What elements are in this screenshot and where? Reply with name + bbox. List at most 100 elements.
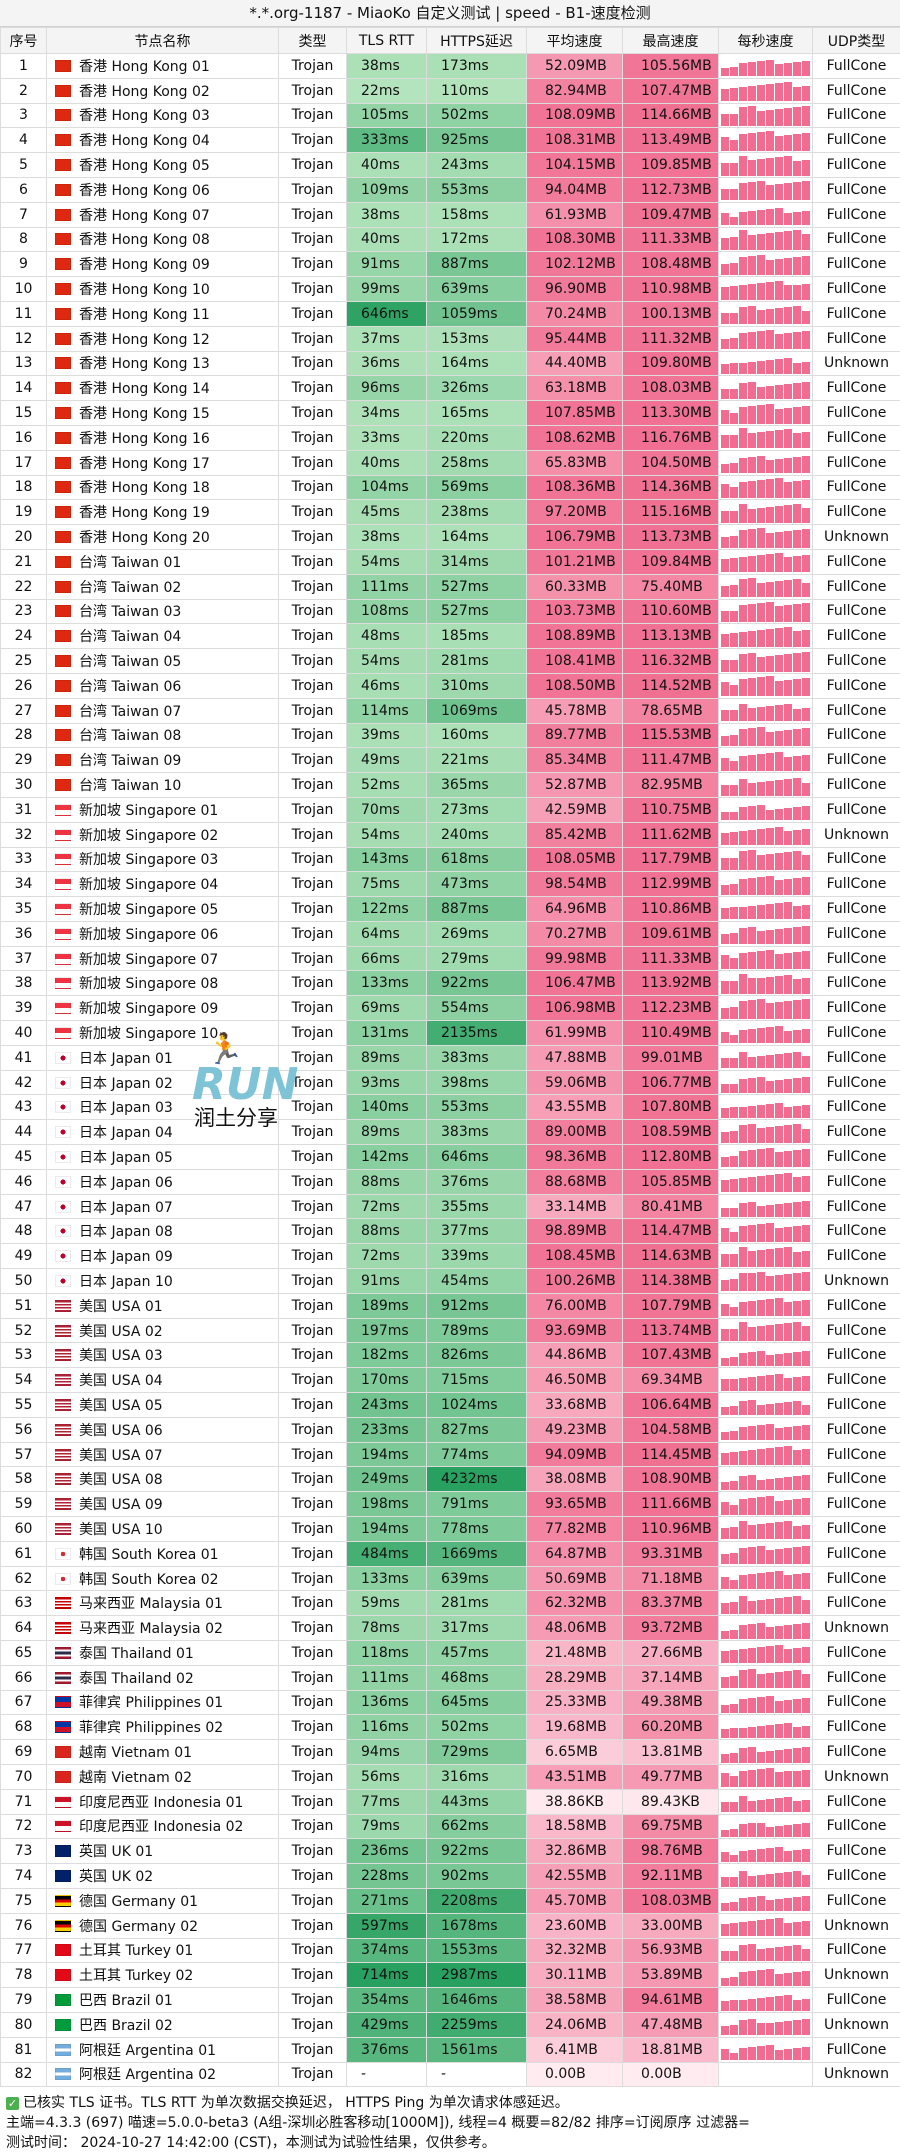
udp-type: FullCone (812, 722, 900, 749)
speed-bar (748, 332, 756, 350)
table-row[interactable]: 4 香港 Hong Kong 04 Trojan 333ms 925ms 108.31MB… (0, 127, 900, 154)
table-row[interactable]: 74 英国 UK 02 Trojan 228ms 902ms 42.55MB 92.11MB… (0, 1863, 900, 1889)
col-header-avg-speed[interactable]: 平均速度 (526, 27, 623, 54)
table-row[interactable]: 42 日本 Japan 02 Trojan 93ms 398ms 59.06MB 106.7… (0, 1069, 900, 1096)
table-row[interactable]: 66 泰国 Thailand 02 Trojan 111ms 468ms 28.29MB 3… (0, 1664, 900, 1691)
table-row[interactable]: 46 日本 Japan 06 Trojan 88ms 376ms 88.68MB 105.8… (0, 1168, 900, 1195)
col-header-https-delay[interactable]: HTTPS延迟 (426, 27, 527, 54)
col-header-per-second-speed[interactable]: 每秒速度 (718, 27, 813, 54)
table-row[interactable]: 13 香港 Hong Kong 13 Trojan 36ms 164ms 44.40MB 1… (0, 350, 900, 377)
table-row[interactable]: 32 新加坡 Singapore 02 Trojan 54ms 240ms 85.42MB… (0, 821, 900, 848)
table-row[interactable]: 16 香港 Hong Kong 16 Trojan 33ms 220ms 108.62MB… (0, 424, 900, 451)
col-header-node-name[interactable]: 节点名称 (46, 27, 279, 54)
table-row[interactable]: 14 香港 Hong Kong 14 Trojan 96ms 326ms 63.18MB 1… (0, 375, 900, 402)
table-row[interactable]: 2 香港 Hong Kong 02 Trojan 22ms 110ms 82.94MB 10… (0, 77, 900, 104)
table-row[interactable]: 19 香港 Hong Kong 19 Trojan 45ms 238ms 97.20MB 1… (0, 499, 900, 526)
table-row[interactable]: 29 台湾 Taiwan 09 Trojan 49ms 221ms 85.34MB 111.… (0, 747, 900, 774)
speed-bar (802, 1326, 810, 1342)
table-row[interactable]: 57 美国 USA 07 Trojan 194ms 774ms 94.09MB 114.45… (0, 1441, 900, 1468)
table-row[interactable]: 41 日本 Japan 01 Trojan 89ms 383ms 47.88MB 99.01… (0, 1044, 900, 1071)
table-row[interactable]: 34 新加坡 Singapore 04 Trojan 75ms 473ms 98.54MB… (0, 871, 900, 898)
table-row[interactable]: 76 德国 Germany 02 Trojan 597ms 1678ms 23.60MB 3… (0, 1912, 900, 1939)
table-row[interactable]: 8 香港 Hong Kong 08 Trojan 40ms 172ms 108.30MB 1… (0, 226, 900, 253)
table-row[interactable]: 5 香港 Hong Kong 05 Trojan 40ms 243ms 104.15MB 1… (0, 152, 900, 178)
table-row[interactable]: 72 印度尼西亚 Indonesia 02 Trojan 79ms 662ms 18.58… (0, 1813, 900, 1840)
table-row[interactable]: 70 越南 Vietnam 02 Trojan 56ms 316ms 43.51MB 49.… (0, 1763, 900, 1790)
table-row[interactable]: 63 马来西亚 Malaysia 01 Trojan 59ms 281ms 62.32MB… (0, 1590, 900, 1617)
speed-bar (748, 1897, 756, 1912)
table-row[interactable]: 10 香港 Hong Kong 10 Trojan 99ms 639ms 96.90MB 1… (0, 276, 900, 302)
table-row[interactable]: 78 土耳其 Turkey 02 Trojan 714ms 2987ms 30.11MB 5… (0, 1962, 900, 1989)
table-row[interactable]: 61 韩国 South Korea 01 Trojan 484ms 1669ms 64.8… (0, 1540, 900, 1567)
table-row[interactable]: 50 日本 Japan 10 Trojan 91ms 454ms 100.26MB 114.… (0, 1268, 900, 1294)
speed-bar (721, 286, 729, 300)
table-row[interactable]: 40 新加坡 Singapore 10 Trojan 131ms 2135ms 61.99… (0, 1020, 900, 1046)
table-row[interactable]: 30 台湾 Taiwan 10 Trojan 52ms 365ms 52.87MB 82.9… (0, 772, 900, 798)
table-row[interactable]: 21 台湾 Taiwan 01 Trojan 54ms 314ms 101.21MB 109… (0, 548, 900, 575)
table-row[interactable]: 37 新加坡 Singapore 07 Trojan 66ms 279ms 99.98MB… (0, 945, 900, 972)
table-row[interactable]: 27 台湾 Taiwan 07 Trojan 114ms 1069ms 45.78MB 78… (0, 697, 900, 724)
col-header-index[interactable]: 序号 (0, 27, 47, 54)
table-row[interactable]: 31 新加坡 Singapore 01 Trojan 70ms 273ms 42.59MB… (0, 796, 900, 823)
table-row[interactable]: 77 土耳其 Turkey 01 Trojan 374ms 1553ms 32.32MB 5… (0, 1937, 900, 1964)
table-row[interactable]: 67 菲律宾 Philippines 01 Trojan 136ms 645ms 25.3… (0, 1689, 900, 1716)
table-row[interactable]: 24 台湾 Taiwan 04 Trojan 48ms 185ms 108.89MB 113… (0, 623, 900, 650)
table-row[interactable]: 11 香港 Hong Kong 11 Trojan 646ms 1059ms 70.24M… (0, 300, 900, 327)
col-header-type[interactable]: 类型 (278, 27, 347, 54)
table-row[interactable]: 56 美国 USA 06 Trojan 233ms 827ms 49.23MB 104.58… (0, 1416, 900, 1443)
table-row[interactable]: 26 台湾 Taiwan 06 Trojan 46ms 310ms 108.50MB 114… (0, 672, 900, 699)
table-row[interactable]: 60 美国 USA 10 Trojan 194ms 778ms 77.82MB 110.96… (0, 1516, 900, 1542)
col-header-max-speed[interactable]: 最高速度 (622, 27, 719, 54)
table-row[interactable]: 68 菲律宾 Philippines 02 Trojan 116ms 502ms 19.6… (0, 1714, 900, 1741)
table-row[interactable]: 82 阿根廷 Argentina 02 Trojan - -0.00B 0.00B Unkn… (0, 2061, 900, 2088)
table-row[interactable]: 80 巴西 Brazil 02 Trojan 429ms 2259ms 24.06MB 47… (0, 2011, 900, 2038)
table-row[interactable]: 47 日本 Japan 07 Trojan 72ms 355ms 33.14MB 80.41… (0, 1193, 900, 1220)
table-row[interactable]: 36 新加坡 Singapore 06 Trojan 64ms 269ms 70.27MB… (0, 920, 900, 947)
table-row[interactable]: 53 美国 USA 03 Trojan 182ms 826ms 44.86MB 107.43… (0, 1342, 900, 1369)
table-row[interactable]: 52 美国 USA 02 Trojan 197ms 789ms 93.69MB 113.74… (0, 1317, 900, 1344)
table-row[interactable]: 22 台湾 Taiwan 02 Trojan 111ms 527ms 60.33MB 75.… (0, 573, 900, 600)
table-row[interactable]: 43 日本 Japan 03 Trojan 140ms 553ms 43.55MB 107.… (0, 1094, 900, 1121)
table-row[interactable]: 9 香港 Hong Kong 09 Trojan 91ms 887ms 102.12MB 1… (0, 251, 900, 278)
table-row[interactable]: 62 韩国 South Korea 02 Trojan 133ms 639ms 50.69… (0, 1565, 900, 1592)
table-row[interactable]: 18 香港 Hong Kong 18 Trojan 104ms 569ms 108.36M… (0, 474, 900, 501)
https-delay: 158ms (426, 201, 527, 228)
table-row[interactable]: 81 阿根廷 Argentina 01 Trojan 376ms 1561ms 6.41M… (0, 2036, 900, 2063)
table-row[interactable]: 20 香港 Hong Kong 20 Trojan 38ms 164ms 106.79MB… (0, 524, 900, 550)
table-row[interactable]: 59 美国 USA 09 Trojan 198ms 791ms 93.65MB 111.66… (0, 1491, 900, 1518)
table-row[interactable]: 54 美国 USA 04 Trojan 170ms 715ms 46.50MB 69.34M… (0, 1367, 900, 1394)
table-row[interactable]: 65 泰国 Thailand 01 Trojan 118ms 457ms 21.48MB 2… (0, 1640, 900, 1666)
col-header-udp-type[interactable]: UDP类型 (812, 27, 900, 54)
table-row[interactable]: 23 台湾 Taiwan 03 Trojan 108ms 527ms 103.73MB 11… (0, 598, 900, 625)
table-row[interactable]: 58 美国 USA 08 Trojan 249ms 4232ms 38.08MB 108.9… (0, 1466, 900, 1493)
max-speed: 37.14MB (622, 1664, 719, 1691)
table-row[interactable]: 69 越南 Vietnam 01 Trojan 94ms 729ms 6.65MB 13.8… (0, 1739, 900, 1765)
table-row[interactable]: 64 马来西亚 Malaysia 02 Trojan 78ms 317ms 48.06MB… (0, 1615, 900, 1641)
table-row[interactable]: 49 日本 Japan 09 Trojan 72ms 339ms 108.45MB 114.… (0, 1243, 900, 1270)
max-speed: 71.18MB (622, 1565, 719, 1592)
table-row[interactable]: 17 香港 Hong Kong 17 Trojan 40ms 258ms 65.83MB 1… (0, 449, 900, 476)
table-row[interactable]: 33 新加坡 Singapore 03 Trojan 143ms 618ms 108.05… (0, 846, 900, 873)
table-row[interactable]: 12 香港 Hong Kong 12 Trojan 37ms 153ms 95.44MB 1… (0, 325, 900, 352)
table-row[interactable]: 3 香港 Hong Kong 03 Trojan 105ms 502ms 108.09MB… (0, 102, 900, 129)
table-row[interactable]: 71 印度尼西亚 Indonesia 01 Trojan 77ms 443ms 38.86… (0, 1788, 900, 1815)
col-header-tls-rtt[interactable]: TLS RTT (346, 27, 427, 54)
table-row[interactable]: 38 新加坡 Singapore 08 Trojan 133ms 922ms 106.47… (0, 970, 900, 997)
table-row[interactable]: 39 新加坡 Singapore 09 Trojan 69ms 554ms 106.98M… (0, 995, 900, 1022)
table-row[interactable]: 7 香港 Hong Kong 07 Trojan 38ms 158ms 61.93MB 10… (0, 201, 900, 228)
table-row[interactable]: 79 巴西 Brazil 01 Trojan 354ms 1646ms 38.58MB 94… (0, 1987, 900, 2013)
table-row[interactable]: 35 新加坡 Singapore 05 Trojan 122ms 887ms 64.96M… (0, 896, 900, 922)
table-row[interactable]: 6 香港 Hong Kong 06 Trojan 109ms 553ms 94.04MB 1… (0, 176, 900, 203)
speed-bar (784, 808, 792, 821)
table-row[interactable]: 48 日本 Japan 08 Trojan 88ms 377ms 98.89MB 114.4… (0, 1218, 900, 1245)
table-row[interactable]: 28 台湾 Taiwan 08 Trojan 39ms 160ms 89.77MB 115.… (0, 722, 900, 749)
table-row[interactable]: 25 台湾 Taiwan 05 Trojan 54ms 281ms 108.41MB 116… (0, 648, 900, 674)
table-row[interactable]: 44 日本 Japan 04 Trojan 89ms 383ms 89.00MB 108.5… (0, 1119, 900, 1146)
table-row[interactable]: 45 日本 Japan 05 Trojan 142ms 646ms 98.36MB 112.… (0, 1144, 900, 1170)
table-row[interactable]: 51 美国 USA 01 Trojan 189ms 912ms 76.00MB 107.79… (0, 1292, 900, 1319)
table-row[interactable]: 73 英国 UK 01 Trojan 236ms 922ms 32.86MB 98.76MB… (0, 1838, 900, 1865)
table-row[interactable]: 1 香港 Hong Kong 01 Trojan 38ms 173ms 52.09MB 10… (0, 53, 900, 79)
table-row[interactable]: 15 香港 Hong Kong 15 Trojan 34ms 165ms 107.85MB… (0, 400, 900, 426)
table-row[interactable]: 75 德国 Germany 01 Trojan 271ms 2208ms 45.70MB 1… (0, 1887, 900, 1914)
table-row[interactable]: 55 美国 USA 05 Trojan 243ms 1024ms 33.68MB 106.6… (0, 1392, 900, 1418)
